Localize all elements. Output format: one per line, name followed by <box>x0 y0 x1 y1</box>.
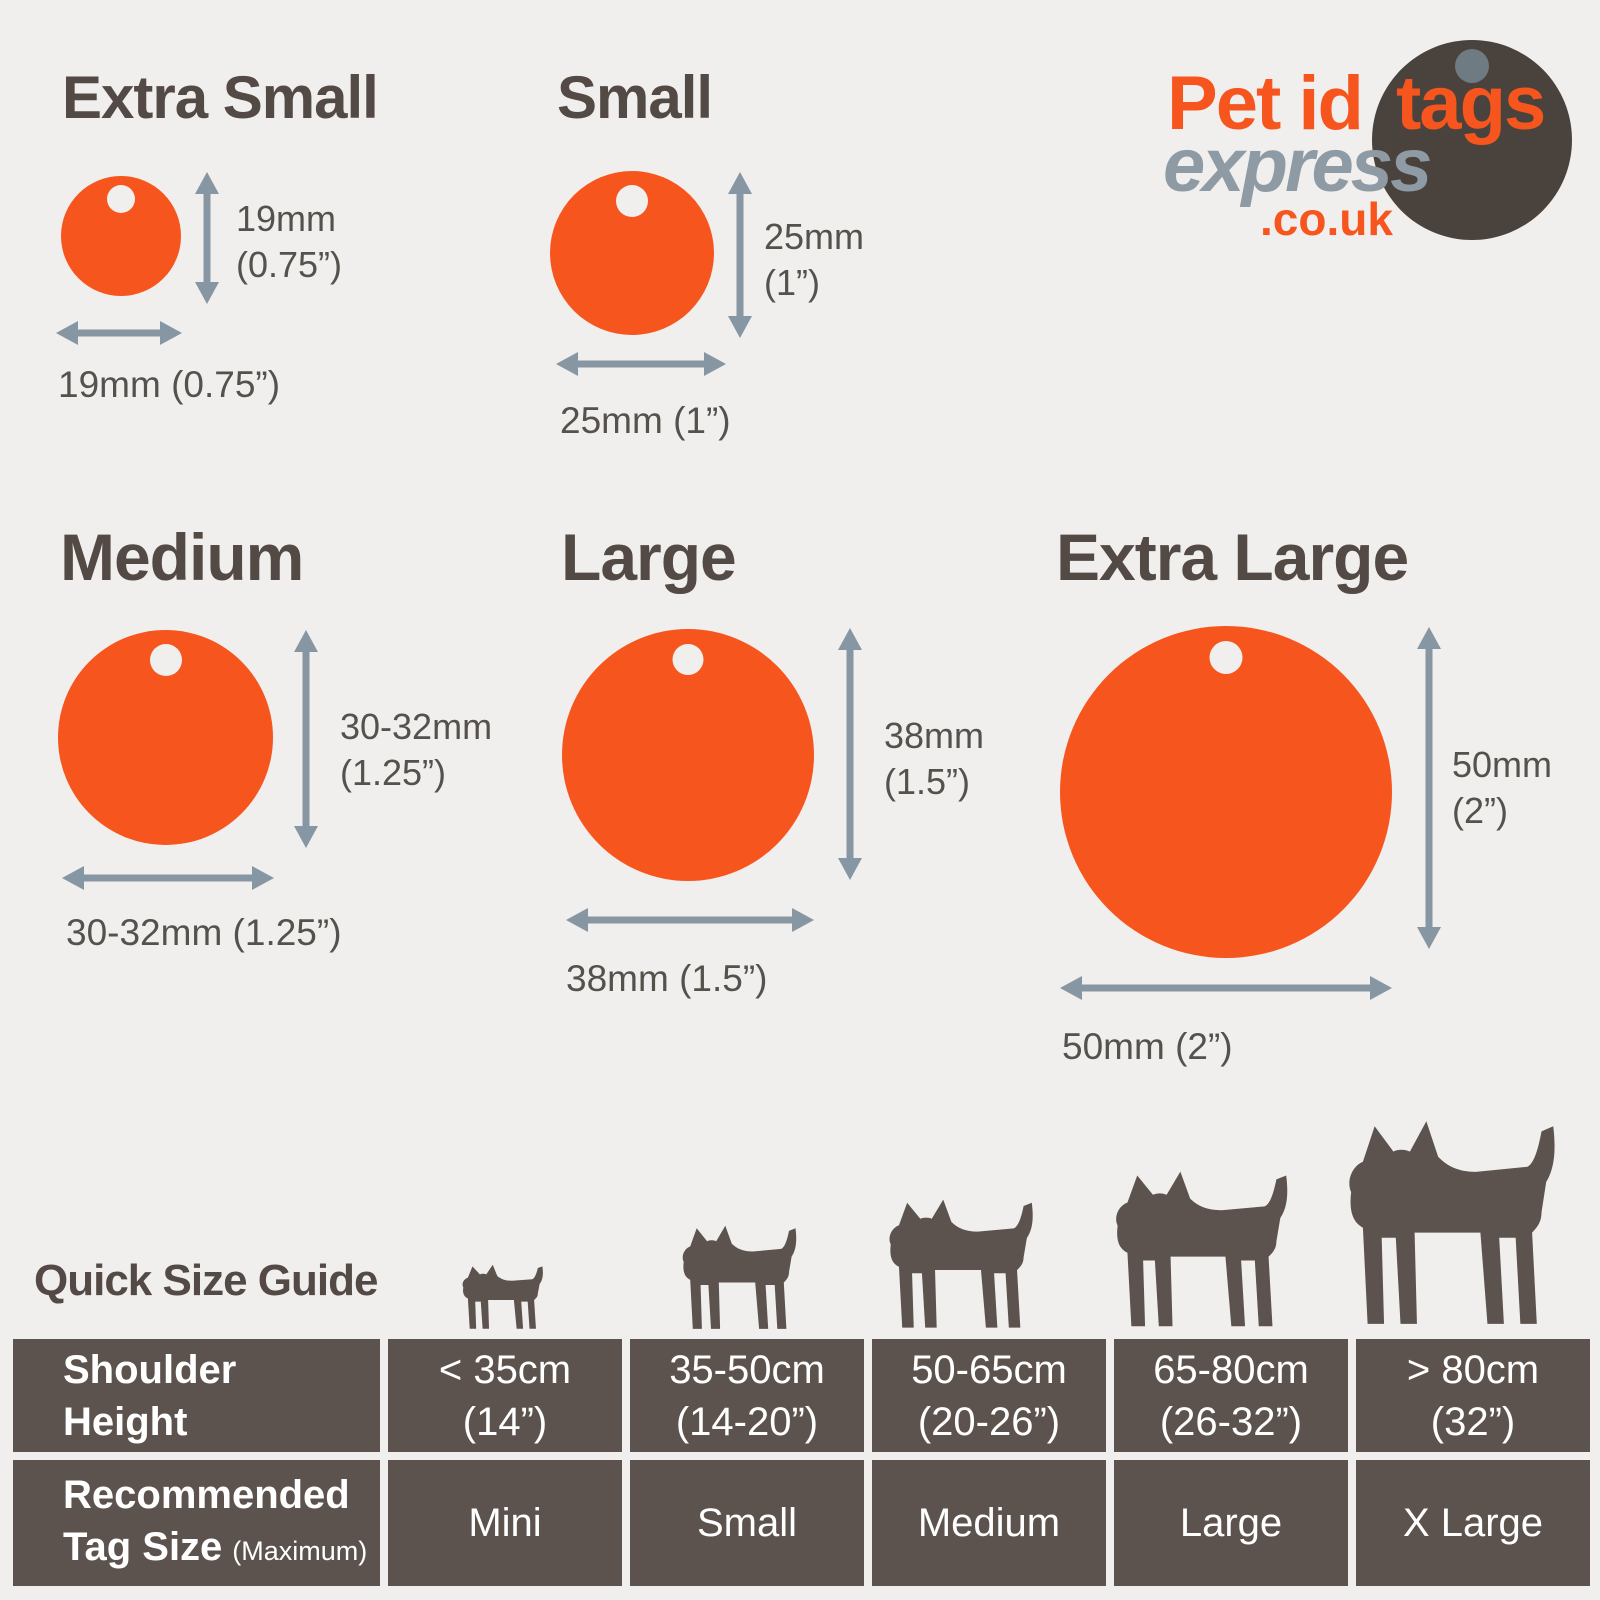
section-title-extra-large: Extra Large <box>1056 520 1409 594</box>
tag-hole-icon <box>1209 641 1243 674</box>
logo-tag-circle <box>1372 40 1572 240</box>
quick-size-guide-table: Shoulder Height < 35cm (14”) 35-50cm (14… <box>13 1339 1590 1586</box>
tag-extra-small <box>61 176 181 296</box>
shoulder-range: 65-80cm <box>1153 1347 1309 1392</box>
tag-hole-icon <box>616 185 648 217</box>
height-value: 38mm <box>884 715 985 756</box>
dog-silhouette-mini-icon <box>455 1260 547 1332</box>
height-dimension-label: 38mm (1.5”) <box>884 713 984 805</box>
horizontal-dimension-arrow-icon <box>556 352 726 376</box>
height-value-inches: (2”) <box>1452 790 1508 831</box>
row-header-recommended-tag-size: Recommended Tag Size (Maximum) <box>13 1460 380 1586</box>
shoulder-height-cell-4: 65-80cm (26-32”) <box>1114 1339 1348 1452</box>
tag-size-cell-1: Mini <box>388 1460 622 1586</box>
row-header-line: Shoulder <box>63 1347 237 1392</box>
section-title-medium: Medium <box>60 520 304 594</box>
shoulder-range: > 80cm <box>1406 1347 1540 1392</box>
shoulder-height-cell-2: 35-50cm (14-20”) <box>630 1339 864 1452</box>
width-dimension-label: 19mm (0.75”) <box>58 364 281 405</box>
tag-hole-icon <box>149 644 182 676</box>
height-value-inches: (0.75”) <box>236 244 343 285</box>
tag-large <box>562 629 814 881</box>
tag-size-cell-5: X Large <box>1356 1460 1590 1586</box>
tag-small <box>550 171 714 335</box>
recommended-tag-size: Mini <box>468 1501 542 1545</box>
tag-medium <box>58 630 273 845</box>
shoulder-range: < 35cm <box>438 1347 572 1392</box>
vertical-dimension-arrow-icon <box>195 172 219 304</box>
row-header-shoulder-height: Shoulder Height <box>13 1339 380 1452</box>
vertical-dimension-arrow-icon <box>1417 627 1441 949</box>
logo-text-tags: tags <box>1396 61 1546 146</box>
tag-size-cell-4: Large <box>1114 1460 1348 1586</box>
shoulder-range: 35-50cm <box>669 1347 825 1392</box>
shoulder-height-cell-3: 50-65cm (20-26”) <box>872 1339 1106 1452</box>
section-title-extra-small: Extra Small <box>62 64 379 131</box>
recommended-tag-size: Small <box>696 1501 798 1545</box>
height-value: 19mm <box>236 198 337 239</box>
maximum-note: (Maximum) <box>232 1536 368 1566</box>
section-title-large: Large <box>561 520 737 594</box>
logo-tag-hole-icon <box>1455 49 1489 83</box>
tag-extra-large <box>1060 626 1392 958</box>
row-header-line: Height <box>63 1399 188 1444</box>
shoulder-height-cell-5: > 80cm (32”) <box>1356 1339 1590 1452</box>
vertical-dimension-arrow-icon <box>838 628 862 880</box>
height-dimension-label: 50mm (2”) <box>1452 742 1552 834</box>
height-dimension-label: 19mm (0.75”) <box>236 196 342 288</box>
width-dimension-label: 50mm (2”) <box>1062 1026 1233 1067</box>
horizontal-dimension-arrow-icon <box>566 908 814 932</box>
recommended-tag-size: Medium <box>917 1501 1061 1545</box>
shoulder-range-inches: (14”) <box>462 1399 548 1444</box>
shoulder-range-inches: (26-32”) <box>1159 1399 1303 1444</box>
dog-silhouette-small-icon <box>672 1218 802 1334</box>
shoulder-range-inches: (14-20”) <box>675 1399 819 1444</box>
dog-silhouette-large-icon <box>1100 1160 1296 1334</box>
shoulder-height-cell-1: < 35cm (14”) <box>388 1339 622 1452</box>
height-value: 25mm <box>764 216 865 257</box>
dog-silhouette-medium-icon <box>876 1190 1040 1334</box>
horizontal-dimension-arrow-icon <box>56 321 182 345</box>
shoulder-range: 50-65cm <box>911 1347 1067 1392</box>
recommended-tag-size: Large <box>1179 1501 1283 1545</box>
tag-size-label: Tag Size <box>63 1525 223 1569</box>
height-value: 50mm <box>1452 744 1553 785</box>
shoulder-range-inches: (20-26”) <box>917 1399 1061 1444</box>
height-dimension-label: 30-32mm (1.25”) <box>340 704 492 796</box>
tag-hole-icon <box>672 644 704 675</box>
vertical-dimension-arrow-icon <box>728 172 752 338</box>
logo-text-couk: .co.uk <box>1260 193 1393 245</box>
width-dimension-label: 38mm (1.5”) <box>566 958 768 999</box>
vertical-dimension-arrow-icon <box>294 630 318 848</box>
section-title-small: Small <box>557 64 713 131</box>
logo-text-pet-id: Pet id <box>1167 61 1364 146</box>
tag-size-cell-2: Small <box>630 1460 864 1586</box>
shoulder-range-inches: (32”) <box>1430 1399 1516 1444</box>
logo-text-express: express <box>1163 123 1432 208</box>
horizontal-dimension-arrow-icon <box>62 866 274 890</box>
width-dimension-label: 25mm (1”) <box>560 400 731 441</box>
row-header-line: Tag Size (Maximum) <box>63 1521 367 1577</box>
recommended-tag-size: X Large <box>1402 1501 1544 1545</box>
height-value-inches: (1”) <box>764 262 820 303</box>
height-value-inches: (1.25”) <box>340 752 447 793</box>
horizontal-dimension-arrow-icon <box>1060 976 1392 1000</box>
height-value-inches: (1.5”) <box>884 761 971 802</box>
tag-hole-icon <box>107 185 135 213</box>
height-value: 30-32mm <box>340 706 493 747</box>
dog-silhouette-xlarge-icon <box>1330 1106 1565 1334</box>
tag-size-cell-3: Medium <box>872 1460 1106 1586</box>
width-dimension-label: 30-32mm (1.25”) <box>66 912 342 953</box>
quick-size-guide-title: Quick Size Guide <box>34 1256 378 1305</box>
height-dimension-label: 25mm (1”) <box>764 214 864 306</box>
row-header-line: Recommended <box>63 1473 350 1517</box>
